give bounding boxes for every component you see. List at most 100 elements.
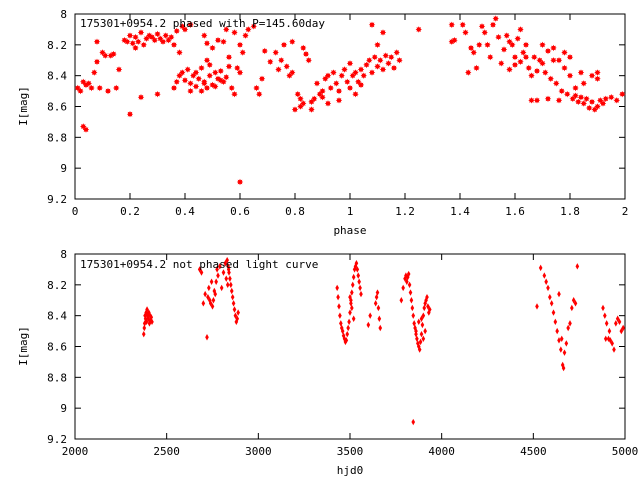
phased-data-point [253, 84, 260, 92]
phased-data-point [126, 32, 134, 39]
unphased-data-point [570, 304, 574, 312]
phased-data-point [619, 91, 626, 98]
phased-data-point [187, 21, 194, 28]
phased-data-point [525, 64, 532, 72]
phased-data-point [137, 29, 145, 36]
unphased-data-point [411, 312, 416, 319]
phased-data-point [613, 97, 620, 104]
unphased-data-point [553, 318, 558, 326]
unphased-data-point [546, 284, 550, 292]
phased-data-point [96, 84, 103, 92]
unphased-data-points [141, 256, 625, 426]
unphased-data-point [344, 337, 349, 344]
unphased-data-point [555, 327, 559, 335]
unphased-data-point [607, 327, 612, 335]
phased-data-point [179, 69, 186, 76]
unphased-data-point [231, 300, 236, 307]
phased-data-point [379, 29, 387, 36]
phased-data-point [459, 21, 466, 28]
phased-axis-ticks: 0 0.2 0.4 0.6 0.8 1 1.2 1.4 1.6 1.8 2 8 8.2 8.4 8.6 8.8… [47, 8, 628, 218]
unphased-data-point [421, 312, 426, 319]
unphased-data-point [557, 290, 561, 298]
unphased-data-point [201, 300, 206, 307]
phased-data-point [267, 58, 274, 65]
unphased-chart-title: 175301+0954.2 not phased light curve [80, 258, 318, 271]
phased-data-point [305, 57, 312, 64]
unphased-data-point [414, 327, 418, 335]
phased-data-points [74, 15, 626, 186]
unphased-data-point [229, 287, 234, 295]
phased-y-tick-label: 8.2 [47, 39, 67, 52]
unphased-data-point [355, 266, 360, 273]
phased-data-point [212, 69, 219, 76]
phased-data-point [137, 94, 145, 101]
phased-data-point [225, 54, 233, 61]
unphased-data-point [337, 303, 341, 310]
phased-data-point [223, 74, 230, 81]
unphased-data-point [419, 330, 424, 338]
phased-data-point [212, 83, 219, 90]
phased-data-point [503, 32, 510, 39]
phased-data-point [575, 98, 582, 106]
phased-data-point [338, 72, 345, 79]
unphased-data-point [601, 304, 605, 312]
unphased-data-point [214, 278, 218, 285]
phased-data-point [385, 60, 392, 67]
phased-data-point [555, 97, 563, 104]
unphased-data-point [336, 293, 340, 301]
phased-data-point [201, 32, 208, 39]
phased-data-point [327, 84, 334, 92]
phased-data-point [470, 49, 477, 56]
phased-data-point [206, 72, 213, 79]
phased-data-point [462, 29, 469, 36]
phased-data-point [520, 49, 527, 56]
phased-data-point [366, 57, 373, 64]
phased-data-point [588, 98, 596, 106]
phased-data-point [154, 91, 161, 98]
phased-data-point [272, 49, 279, 56]
phased-data-point [577, 94, 585, 101]
phased-data-point [170, 41, 178, 48]
unphased-data-point [621, 324, 625, 332]
phased-data-point [492, 15, 499, 22]
phased-data-point [539, 41, 546, 48]
phased-data-point [335, 87, 343, 95]
unphased-data-point [335, 284, 339, 292]
phased-data-point [374, 63, 381, 70]
unphased-data-point [418, 338, 423, 346]
phased-data-point [330, 69, 337, 76]
phased-data-point [473, 64, 480, 72]
phased-data-point [547, 75, 554, 82]
phased-data-point [192, 69, 200, 76]
unphased-data-point [232, 306, 237, 313]
phased-data-point [297, 95, 304, 102]
phased-data-point [88, 84, 95, 92]
phased-data-point [544, 95, 552, 102]
phased-data-point [168, 33, 175, 41]
phased-data-point [553, 80, 560, 87]
unphased-data-point [420, 321, 425, 329]
phased-data-point [173, 78, 180, 85]
unphased-data-point [415, 335, 419, 342]
phased-data-point [531, 54, 538, 61]
unphased-data-point [218, 263, 222, 270]
phased-data-point [594, 103, 601, 110]
unphased-data-point [203, 290, 207, 298]
unphased-data-point [212, 287, 217, 295]
unphased-data-point [604, 320, 609, 327]
phased-data-point [214, 37, 222, 44]
phased-data-point [561, 64, 568, 72]
unphased-data-point [427, 306, 432, 313]
phased-data-point [220, 38, 227, 45]
phased-data-point [198, 64, 205, 72]
phased-data-point [517, 26, 524, 33]
phased-data-point [396, 57, 403, 64]
unphased-data-point [149, 314, 154, 321]
phased-x-axis-label: phase [333, 224, 366, 237]
unphased-data-point [147, 320, 152, 327]
phased-data-point [415, 26, 422, 33]
unphased-data-point [236, 309, 240, 316]
phased-x-tick-label: 0.8 [285, 205, 305, 218]
unphased-data-point [568, 320, 572, 327]
phased-data-point [382, 52, 389, 59]
